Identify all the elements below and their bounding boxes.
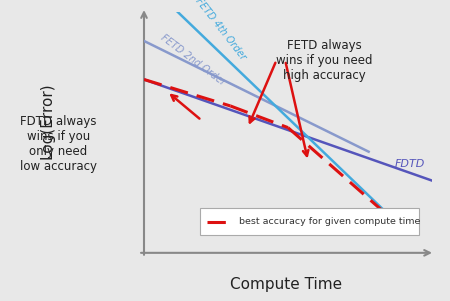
Text: Log(Error): Log(Error) <box>40 82 55 159</box>
Text: FDTD always
wins if you
only need
low accuracy: FDTD always wins if you only need low ac… <box>20 116 97 173</box>
Text: FETD 4th Order: FETD 4th Order <box>193 0 248 62</box>
FancyBboxPatch shape <box>200 208 419 235</box>
Text: FDTD: FDTD <box>395 159 425 169</box>
Text: Compute Time: Compute Time <box>230 277 342 292</box>
Text: FETD always
wins if you need
high accuracy: FETD always wins if you need high accura… <box>276 39 372 82</box>
Text: FETD 2nd Order: FETD 2nd Order <box>158 33 227 88</box>
Text: best accuracy for given compute time: best accuracy for given compute time <box>239 217 420 226</box>
